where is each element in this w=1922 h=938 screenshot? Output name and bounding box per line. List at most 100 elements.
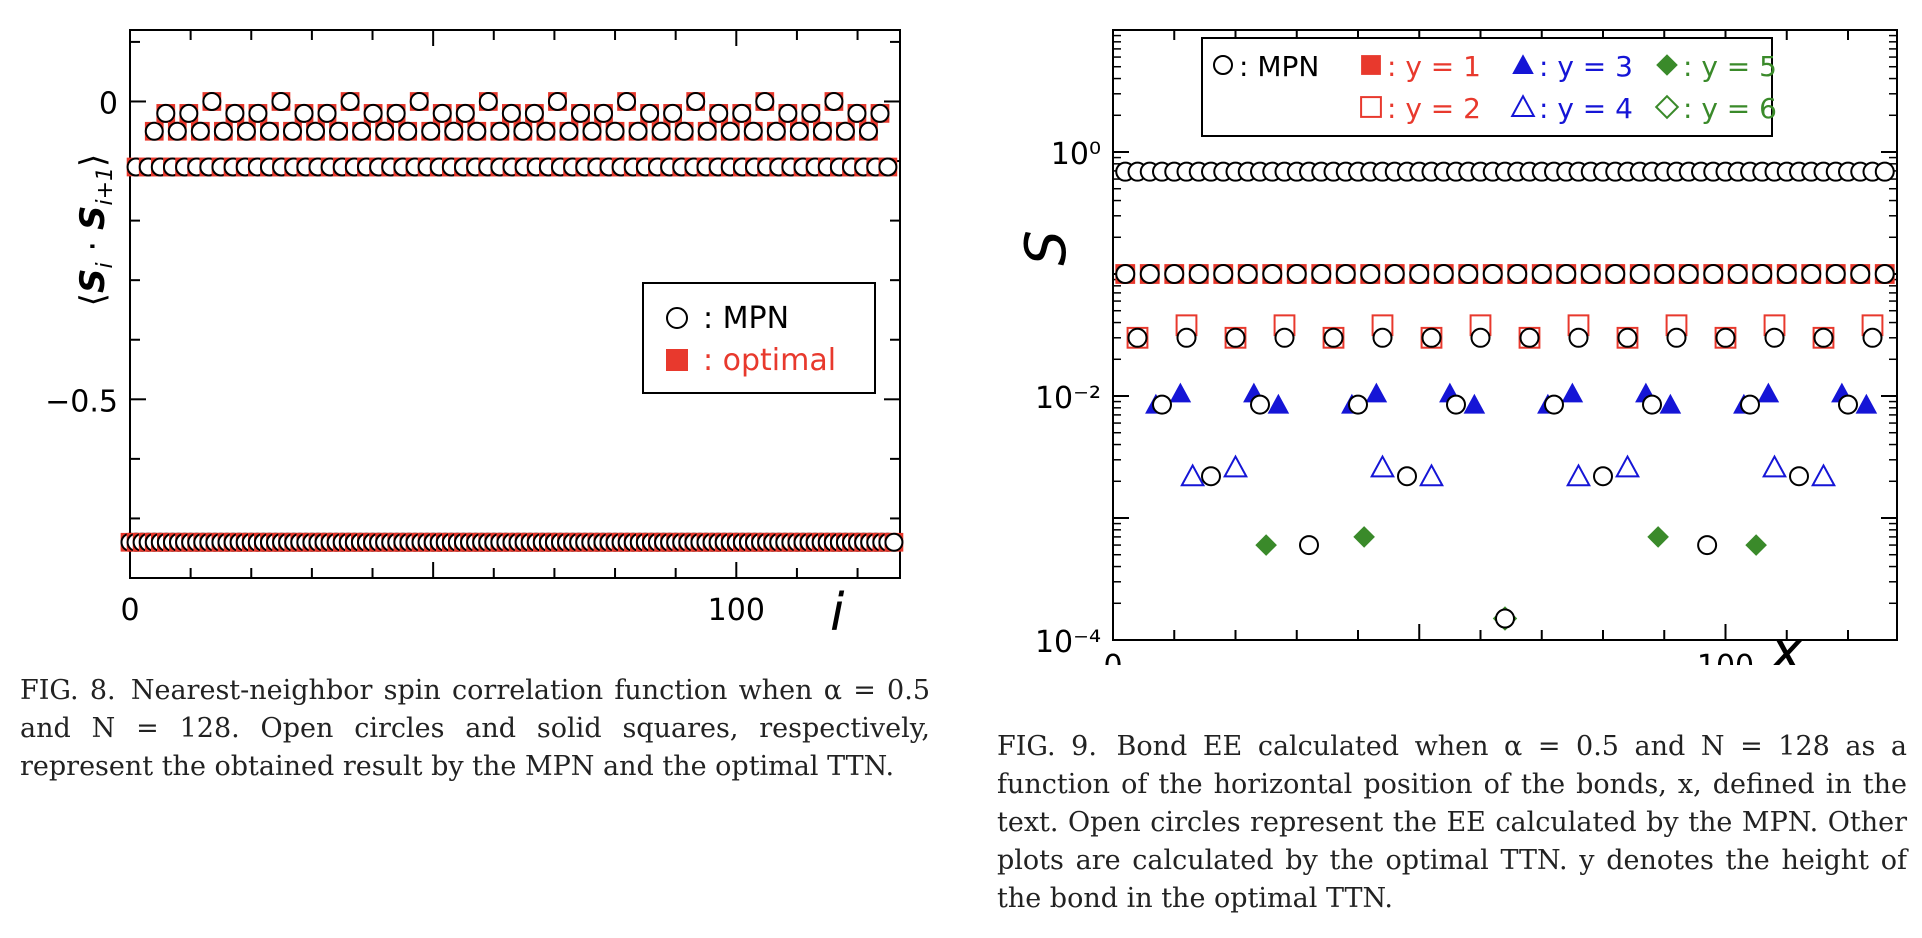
fig8-mpn-point xyxy=(789,121,809,141)
fig9-legend-label: : y = 2 xyxy=(1387,92,1481,125)
fig8-mpn-point xyxy=(870,103,890,123)
fig9-point-y-3 xyxy=(1463,393,1486,414)
fig9-point-y-5 xyxy=(1255,534,1277,556)
fig8-mpn-point xyxy=(375,121,395,141)
fig9-legend: : MPN: y = 1: y = 3: y = 5: y = 2: y = 4… xyxy=(1201,37,1777,137)
fig8-mpn-point xyxy=(559,121,579,141)
fig8-caption: FIG. 8. Nearest-neighbor spin correlatio… xyxy=(20,672,930,786)
fig8-mpn-point xyxy=(398,121,418,141)
fig9-chart: 10⁰ 10⁻² 10⁻⁴0 100 x S: MPN: y = 1: y = 3: y … xyxy=(1014,29,1898,665)
fig9-point-mpn-level-2 xyxy=(1176,327,1197,348)
fig9-point-mpn-level-1 xyxy=(1139,264,1160,284)
fig9-point-mpn-level-1 xyxy=(1605,264,1626,284)
fig8-mpn-point xyxy=(720,121,740,141)
fig8-mpn-point xyxy=(236,121,256,141)
fig8-mpn-point xyxy=(732,103,752,123)
fig9-point-mpn-level-1 xyxy=(1164,264,1185,284)
fig9-point-y-3 xyxy=(1561,382,1584,403)
fig8-mpn-point xyxy=(547,91,567,111)
fig9-point-mpn-level-2 xyxy=(1372,327,1393,348)
fig9-point-y-4 xyxy=(1566,463,1591,487)
fig9-ylabel: S xyxy=(1014,230,1079,266)
fig9-point-mpn-level-2 xyxy=(1225,327,1246,348)
fig8-legend: : MPN: optimal xyxy=(642,282,876,394)
fig9-legend-label: : y = 4 xyxy=(1539,92,1633,125)
fig8-mpn-point xyxy=(570,103,590,123)
fig9-point-y-3 xyxy=(1365,382,1388,403)
fig8-mpn-point xyxy=(213,121,233,141)
fig9-point-mpn-level-3 xyxy=(1740,394,1760,415)
fig8-points xyxy=(120,91,904,552)
fig8-chart: 0 −0.5 0 100 i ⟨Si · Si+1⟩: MPN: optimal xyxy=(45,29,904,643)
fig8-xtick-label: 0 xyxy=(120,593,139,628)
fig8-ylabel: ⟨Si · Si+1⟩ xyxy=(73,154,118,307)
fig9-point-mpn-level-3 xyxy=(1838,394,1858,415)
fig8-mpn-point xyxy=(432,103,452,123)
fig8-mpn-point xyxy=(167,121,187,141)
fig8-mpn-point xyxy=(812,121,832,141)
fig9-point-y-4 xyxy=(1762,454,1787,478)
fig8-mpn-point xyxy=(697,121,717,141)
fig9-legend-marker xyxy=(1510,94,1536,117)
fig9-point-mpn-level-1 xyxy=(1311,264,1332,284)
fig8-mpn-point xyxy=(755,91,775,111)
fig8-mpn-point xyxy=(306,121,326,141)
fig8-mpn-point xyxy=(317,103,337,123)
fig9-xtick-label: 100 xyxy=(1697,649,1754,665)
fig8-mpn-point xyxy=(386,103,406,123)
fig8-mpn-point xyxy=(329,121,349,141)
fig8-mpn-point xyxy=(490,121,510,141)
fig9-xtick-label: 0 xyxy=(1103,649,1122,665)
fig9-legend-label: : y = 3 xyxy=(1539,50,1633,83)
fig8-ytick-label: 0 xyxy=(99,86,118,121)
fig9-point-y-5 xyxy=(1745,534,1767,556)
fig9-ytick-label: 10⁰ xyxy=(1051,137,1101,172)
fig8-legend-box xyxy=(642,282,876,394)
fig8-legend-optimal-label: : optimal xyxy=(703,343,836,378)
fig9-point-y-4 xyxy=(1419,463,1444,487)
fig8-mpn-point xyxy=(467,121,487,141)
fig8-mpn-point xyxy=(340,91,360,111)
fig9-point-mpn-level-1 xyxy=(1801,264,1822,284)
fig9-point-mpn-level-1 xyxy=(1360,264,1381,284)
fig8-xlabel: i xyxy=(830,583,845,643)
fig9-point-mpn-level-1 xyxy=(1825,264,1846,284)
fig9-point-mpn-level-1 xyxy=(1384,264,1405,284)
fig9-point-mpn-level-2 xyxy=(1127,327,1148,348)
fig8-mpn-point xyxy=(282,121,302,141)
fig8-mpn-point xyxy=(582,121,602,141)
fig9-point-mpn-level-1 xyxy=(1433,264,1454,284)
fig9-points xyxy=(1115,161,1895,631)
fig8-mpn-point xyxy=(743,121,763,141)
fig9-point-y-4 xyxy=(1223,454,1248,478)
fig8-mpn-point xyxy=(674,121,694,141)
fig9-point-y-4 xyxy=(1811,463,1836,487)
fig8-mpn-point xyxy=(156,103,176,123)
fig9-point-mpn-level-2 xyxy=(1813,327,1834,348)
fig9-ytick-label: 10⁻² xyxy=(1035,381,1101,416)
fig8-ytick-label: −0.5 xyxy=(45,384,118,419)
fig8-caption-label: FIG. 8. xyxy=(20,675,116,706)
fig8-legend-optimal-marker xyxy=(666,349,688,371)
fig8-mpn-point xyxy=(501,103,521,123)
fig9-point-y-3 xyxy=(1757,382,1780,403)
fig9-point-mpn-level-4 xyxy=(1789,466,1809,487)
fig9-point-y-5 xyxy=(1647,526,1669,548)
fig9-point-mpn-level-1 xyxy=(1850,264,1871,284)
fig9-point-mpn-level-3 xyxy=(1348,394,1368,415)
fig8-caption-text: Nearest-neighbor spin correlation functi… xyxy=(20,675,930,782)
fig8-mpn-point xyxy=(409,91,429,111)
fig9-point-mpn-level-1 xyxy=(1654,264,1675,284)
fig9-legend-marker xyxy=(1213,55,1233,75)
fig8-mpn-point xyxy=(513,121,533,141)
fig8-mpn-point xyxy=(651,121,671,141)
fig9-point-y-4 xyxy=(1370,454,1395,478)
fig8-mpn-point xyxy=(605,121,625,141)
fig9-point-mpn-level-1 xyxy=(1776,264,1797,284)
fig9-point-y-3 xyxy=(1267,393,1290,414)
fig9-legend-box xyxy=(1201,37,1773,137)
fig9-point-mpn-level-1 xyxy=(1507,264,1528,284)
fig9-plot-frame xyxy=(1112,29,1898,641)
fig9-legend-marker xyxy=(1656,54,1678,76)
fig9-legend-marker xyxy=(1361,55,1381,75)
